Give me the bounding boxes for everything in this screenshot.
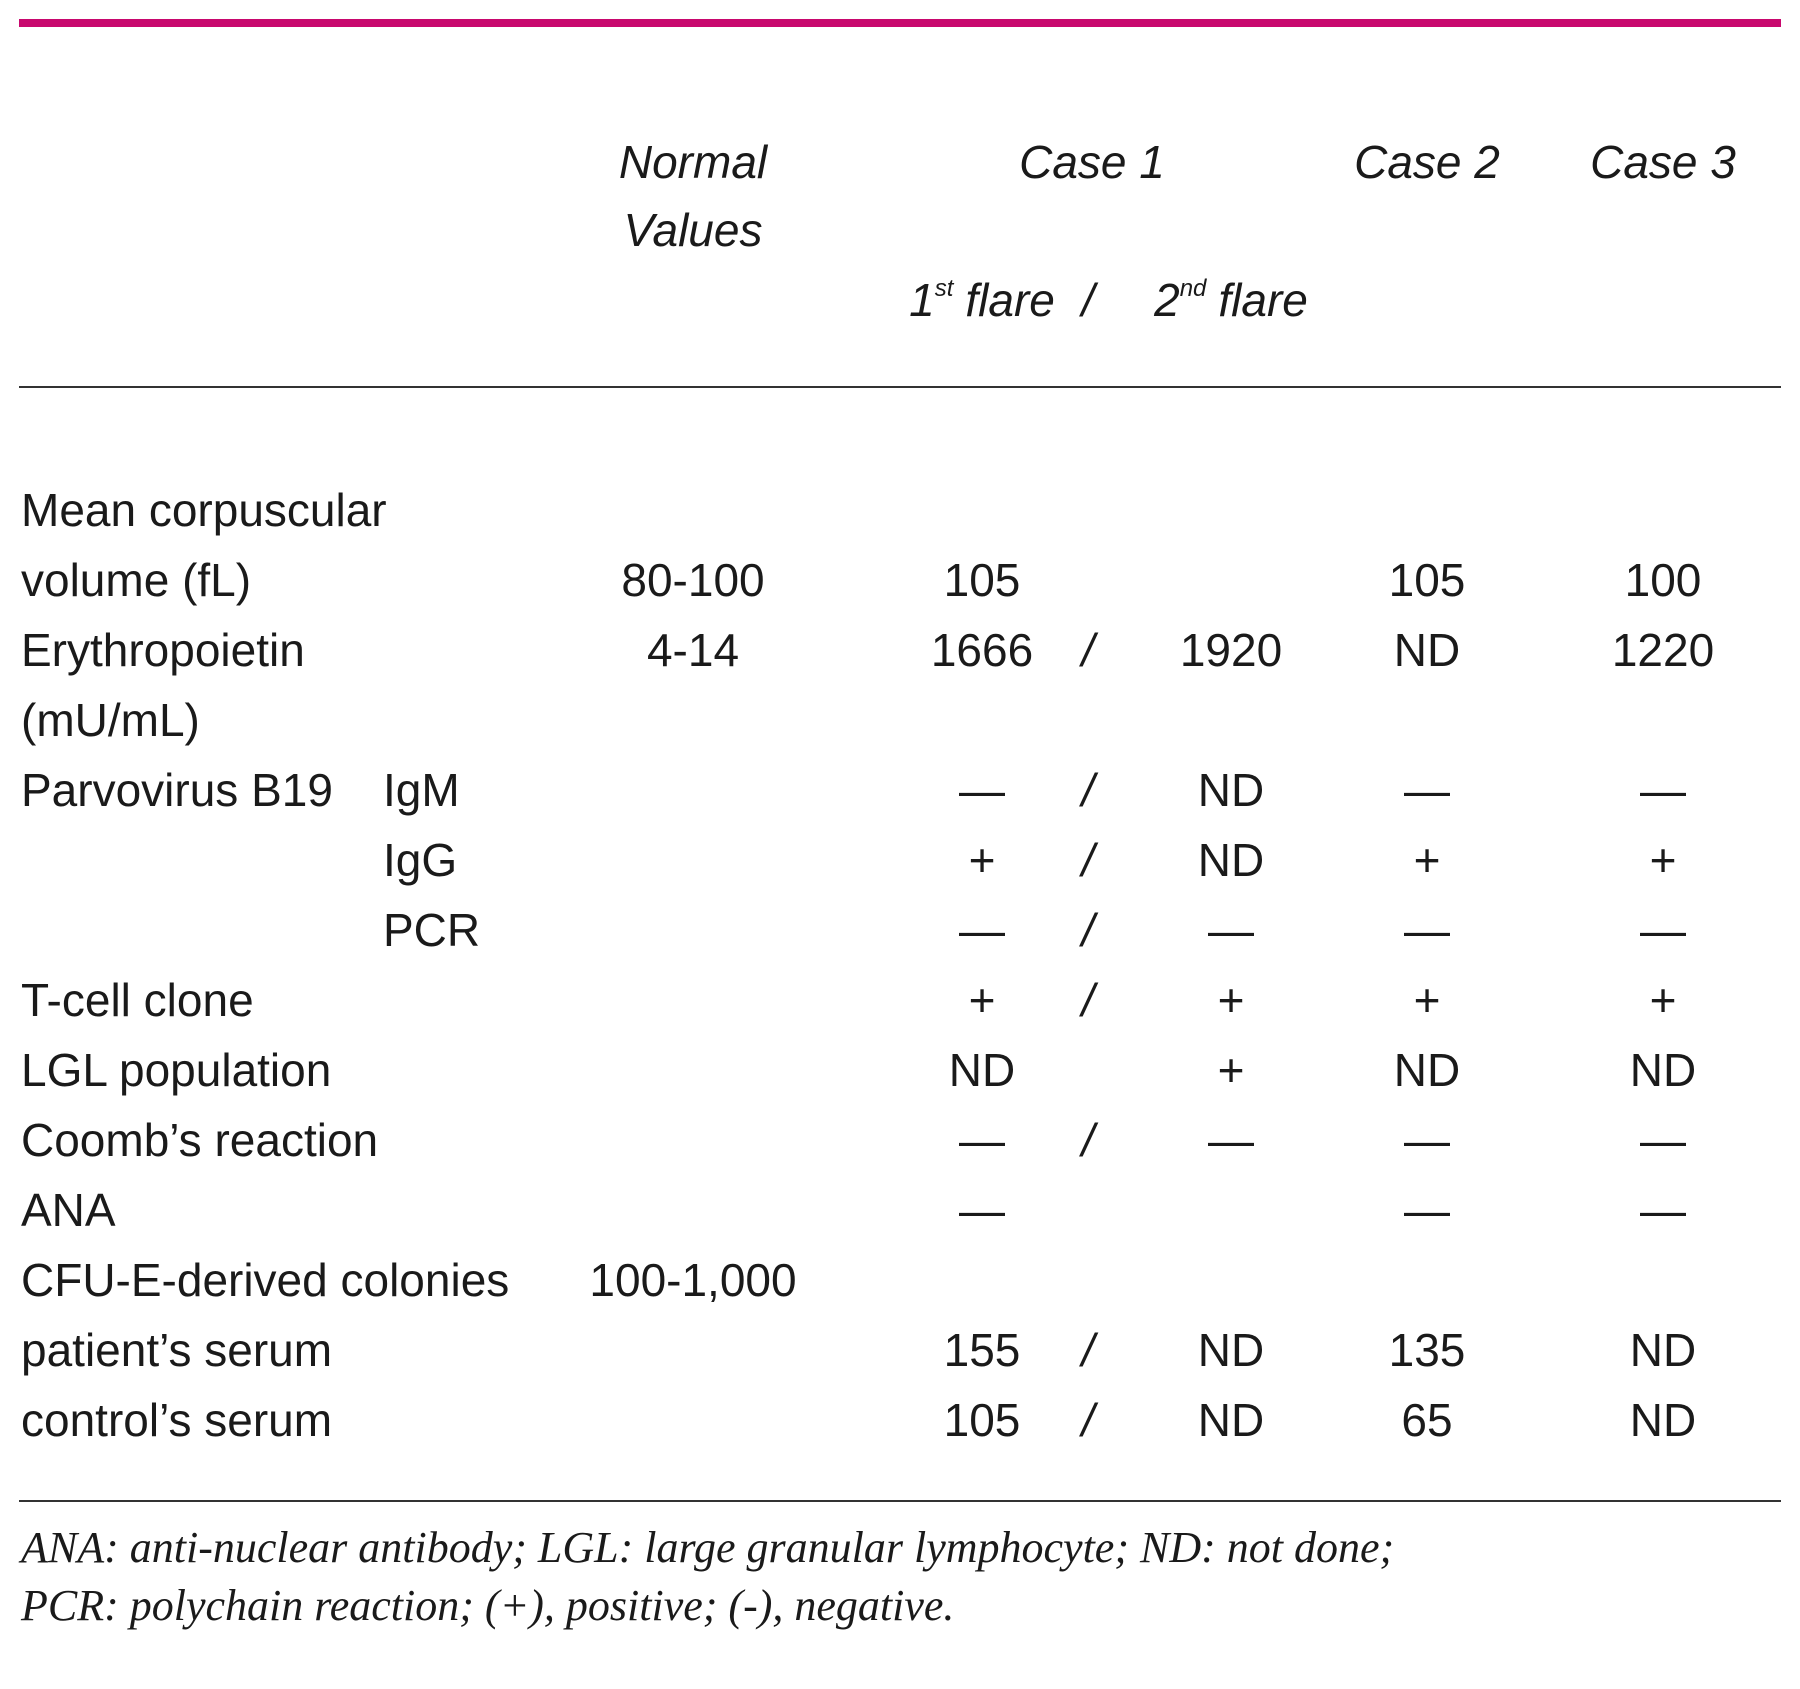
row-sublabel: PCR bbox=[383, 904, 480, 956]
cell-value: 80-100 bbox=[621, 554, 764, 606]
cell-value: 1920 bbox=[1180, 624, 1282, 676]
cell-value: + bbox=[1650, 834, 1677, 886]
cell-value: + bbox=[1218, 1044, 1245, 1096]
cell-separator: / bbox=[1079, 834, 1099, 886]
cell-value: 1220 bbox=[1612, 624, 1714, 676]
cell-separator: / bbox=[1079, 1394, 1099, 1446]
row-label: CFU-E-derived colonies bbox=[21, 1254, 509, 1306]
flare-separator: / bbox=[1079, 274, 1099, 326]
cell-value: 100-1,000 bbox=[589, 1254, 796, 1306]
cell-value: — bbox=[959, 1114, 1005, 1166]
cell-value: — bbox=[1404, 764, 1450, 816]
cell-value: 105 bbox=[944, 1394, 1021, 1446]
cell-value: 4-14 bbox=[647, 624, 739, 676]
cell-value: ND bbox=[1394, 624, 1460, 676]
cell-separator: / bbox=[1079, 764, 1099, 816]
cell-value: 105 bbox=[1389, 554, 1466, 606]
cell-value: — bbox=[1208, 1114, 1254, 1166]
flare-number: 2 bbox=[1153, 274, 1180, 326]
cell-value: + bbox=[969, 834, 996, 886]
row-label: volume (fL) bbox=[21, 554, 251, 606]
footnote: PCR: polychain reaction; (+), positive; … bbox=[20, 1581, 954, 1630]
row-label: control’s serum bbox=[21, 1394, 332, 1446]
cell-value: ND bbox=[1198, 1324, 1264, 1376]
flare-label: 1st flare bbox=[909, 274, 1055, 326]
cell-value: + bbox=[1218, 974, 1245, 1026]
row-label: Mean corpuscular bbox=[21, 484, 387, 536]
cell-value: — bbox=[1640, 904, 1686, 956]
cell-value: ND bbox=[1198, 1394, 1264, 1446]
cell-value: ND bbox=[949, 1044, 1015, 1096]
cell-value: — bbox=[959, 1184, 1005, 1236]
row-label: ANA bbox=[21, 1184, 116, 1236]
header-case: Case 3 bbox=[1590, 136, 1736, 188]
cell-value: ND bbox=[1394, 1044, 1460, 1096]
cell-separator: / bbox=[1079, 904, 1099, 956]
row-sublabel: IgG bbox=[383, 834, 457, 886]
flare-suffix: nd bbox=[1180, 275, 1207, 302]
row-sublabel: IgM bbox=[383, 764, 460, 816]
cell-value: 1666 bbox=[931, 624, 1033, 676]
cell-value: ND bbox=[1630, 1044, 1696, 1096]
cell-value: — bbox=[1640, 1184, 1686, 1236]
cell-value: + bbox=[969, 974, 996, 1026]
row-label: patient’s serum bbox=[21, 1324, 332, 1376]
cell-value: 155 bbox=[944, 1324, 1021, 1376]
cell-value: 100 bbox=[1625, 554, 1702, 606]
cell-value: — bbox=[959, 904, 1005, 956]
footnote: ANA: anti-nuclear antibody; LGL: large g… bbox=[18, 1523, 1394, 1572]
cell-value: + bbox=[1414, 834, 1441, 886]
cell-separator: / bbox=[1079, 974, 1099, 1026]
cell-value: ND bbox=[1630, 1324, 1696, 1376]
header-case: Case 2 bbox=[1354, 136, 1500, 188]
row-label: Parvovirus B19 bbox=[21, 764, 333, 816]
cell-value: ND bbox=[1198, 834, 1264, 886]
flare-number: 1 bbox=[909, 274, 935, 326]
row-label: Erythropoietin bbox=[21, 624, 305, 676]
cell-value: — bbox=[1404, 1184, 1450, 1236]
flare-label: 2nd flare bbox=[1153, 274, 1308, 326]
flare-text: flare bbox=[1218, 274, 1307, 326]
flare-suffix: st bbox=[935, 275, 955, 302]
cell-value: 135 bbox=[1389, 1324, 1466, 1376]
cell-value: — bbox=[959, 764, 1005, 816]
cell-value: — bbox=[1404, 1114, 1450, 1166]
header-rule bbox=[19, 386, 1781, 388]
bottom-rule bbox=[19, 1500, 1781, 1502]
header-normal: Normal bbox=[619, 136, 769, 188]
cell-separator: / bbox=[1079, 624, 1099, 676]
cell-value: + bbox=[1650, 974, 1677, 1026]
cell-value: — bbox=[1208, 904, 1254, 956]
cell-value: + bbox=[1414, 974, 1441, 1026]
row-label: (mU/mL) bbox=[21, 694, 200, 746]
cell-value: — bbox=[1404, 904, 1450, 956]
cell-value: 65 bbox=[1401, 1394, 1452, 1446]
cell-separator: / bbox=[1079, 1324, 1099, 1376]
row-label: Coomb’s reaction bbox=[21, 1114, 378, 1166]
cell-value: 105 bbox=[944, 554, 1021, 606]
header-normal: Values bbox=[624, 204, 763, 256]
cell-separator: / bbox=[1079, 1114, 1099, 1166]
row-label: T-cell clone bbox=[21, 974, 254, 1026]
cell-value: — bbox=[1640, 1114, 1686, 1166]
row-label: LGL population bbox=[21, 1044, 331, 1096]
header-case: Case 1 bbox=[1019, 136, 1165, 188]
cell-value: ND bbox=[1198, 764, 1264, 816]
flare-text: flare bbox=[965, 274, 1054, 326]
cell-value: — bbox=[1640, 764, 1686, 816]
cell-value: ND bbox=[1630, 1394, 1696, 1446]
top-rule bbox=[19, 19, 1781, 27]
